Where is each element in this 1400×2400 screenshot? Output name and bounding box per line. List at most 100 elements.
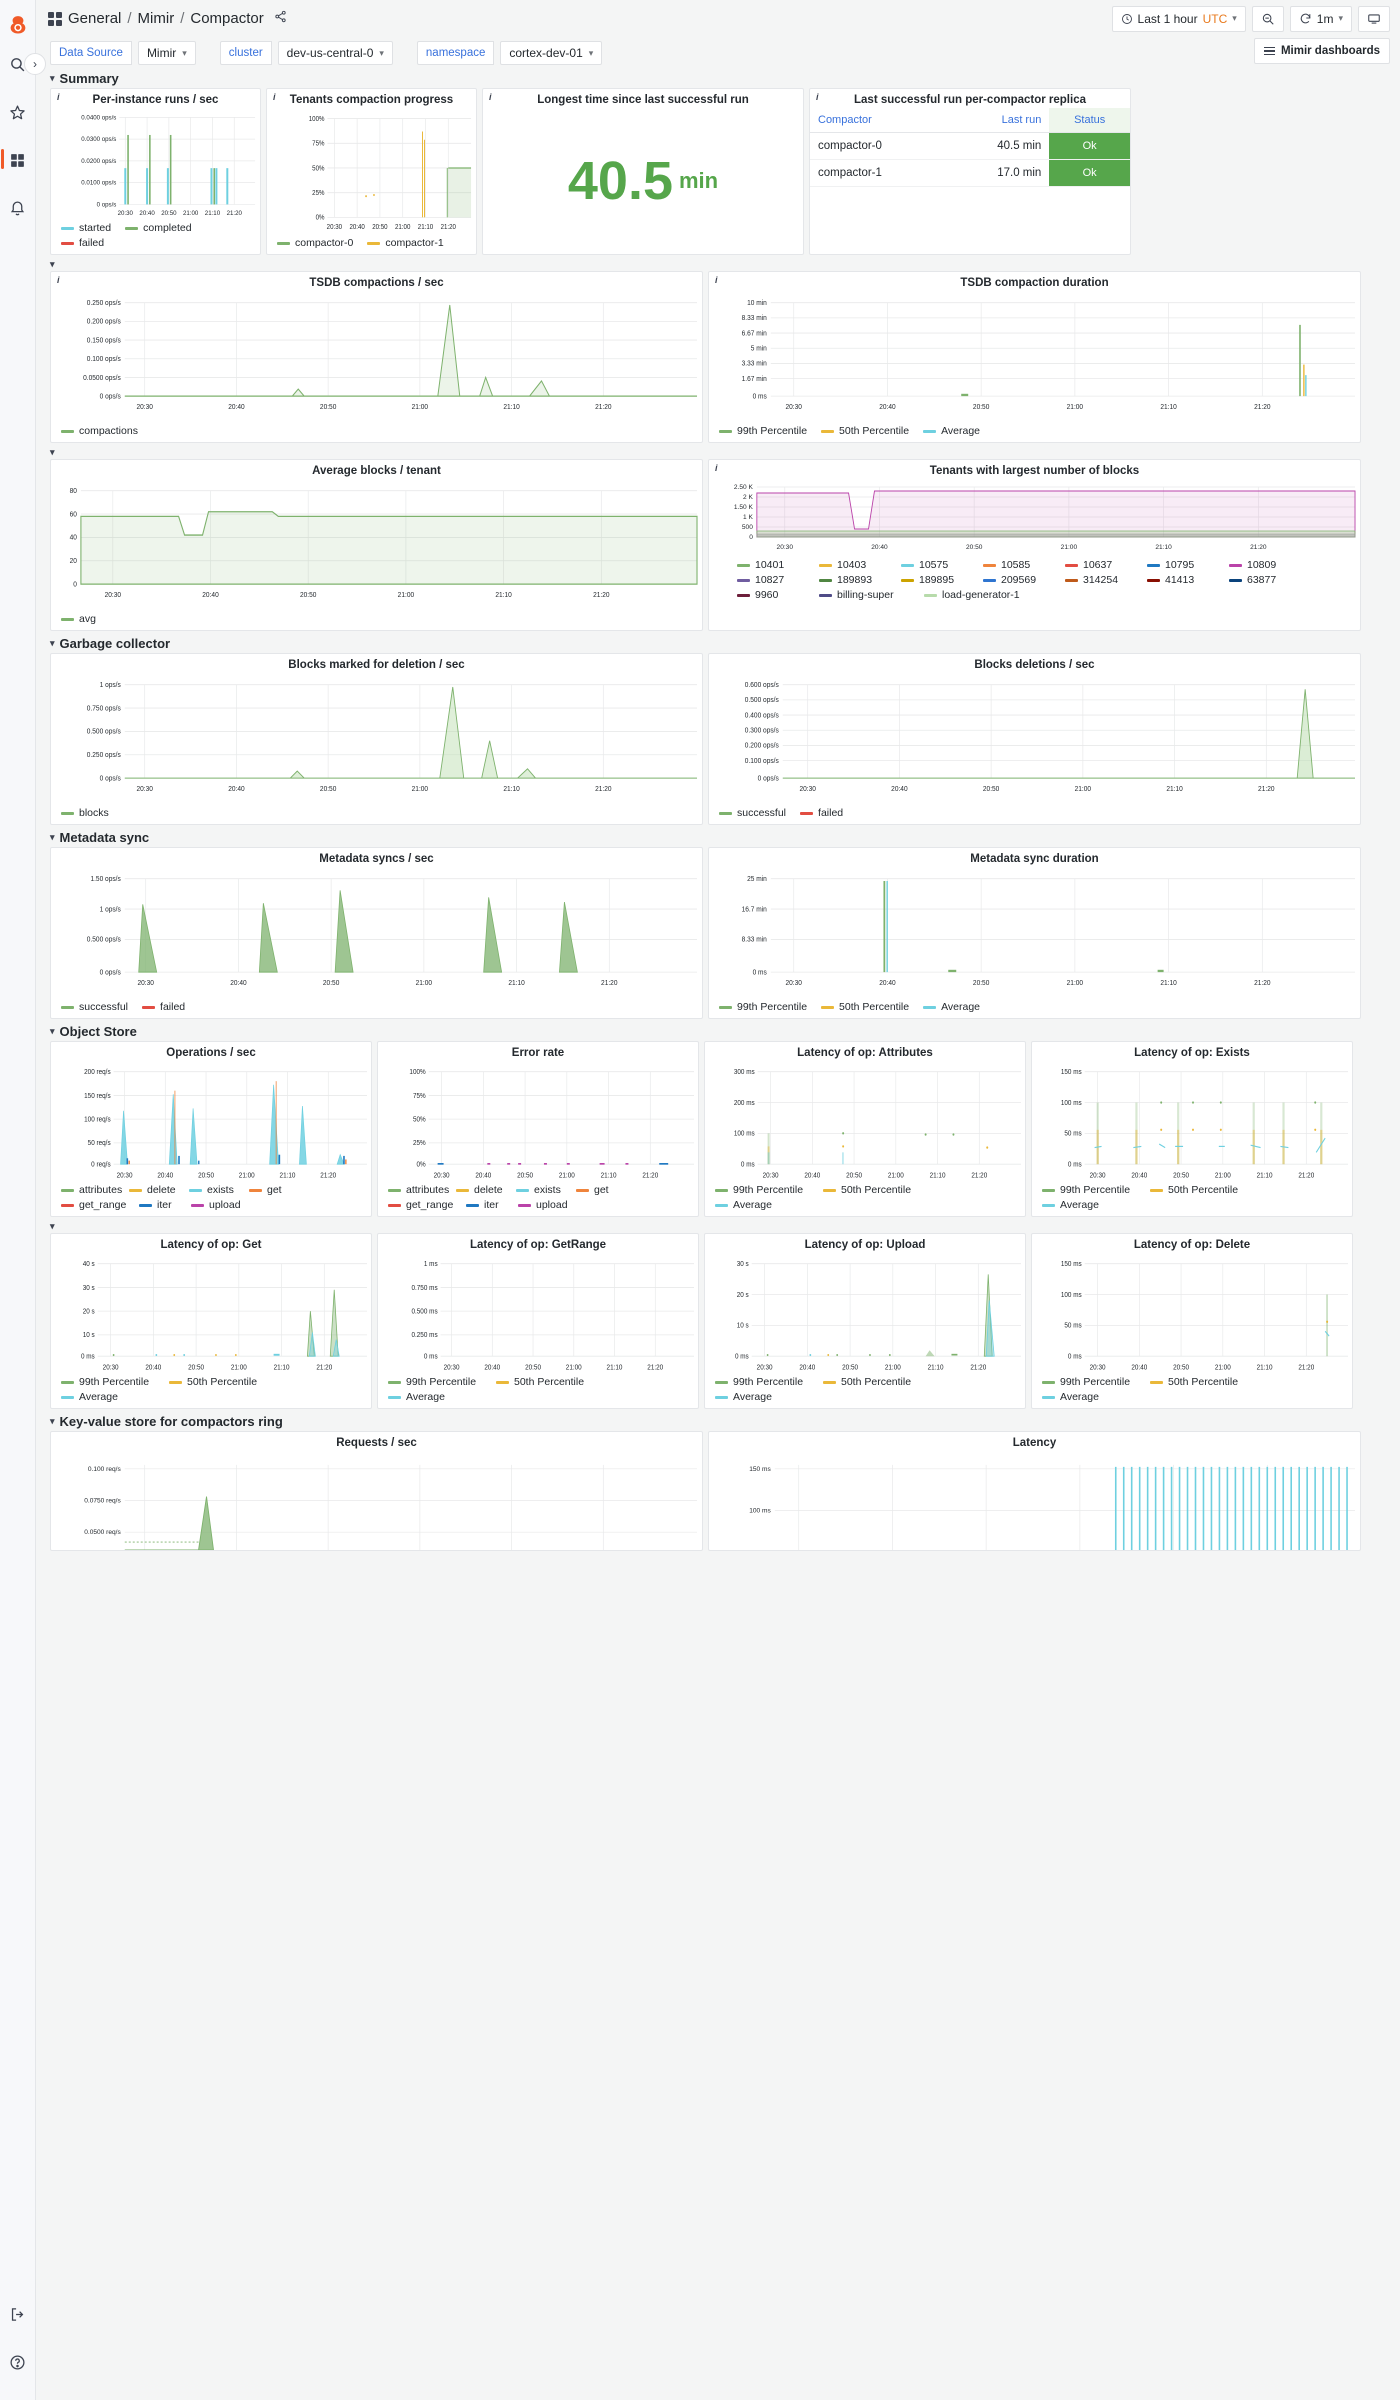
legend-item[interactable]: exists	[516, 1184, 576, 1196]
panel-last-successful-run-table[interactable]: i Last successful run per-compactor repl…	[809, 88, 1131, 255]
legend-item[interactable]: 99th Percentile	[719, 425, 807, 437]
search-icon[interactable]	[0, 40, 36, 88]
panel-latency-exists[interactable]: Latency of op: Exists 150 ms 100 ms 50 ms…	[1031, 1041, 1353, 1217]
legend-item[interactable]: compactor-0	[277, 237, 353, 249]
legend-item[interactable]: 10575	[901, 559, 983, 571]
legend-item[interactable]: 50th Percentile	[169, 1376, 277, 1388]
legend-item[interactable]: 209569	[983, 574, 1065, 586]
row-header-unnamed-2[interactable]: ▾	[36, 443, 1400, 459]
legend-item[interactable]: iter	[139, 1199, 191, 1211]
column-header-compactor[interactable]: Compactor	[810, 108, 947, 133]
legend-item[interactable]: failed	[800, 807, 843, 819]
legend-item[interactable]: Average	[1042, 1199, 1150, 1211]
legend-item[interactable]: delete	[129, 1184, 189, 1196]
panel-operations-per-sec[interactable]: Operations / sec 200 req/s 150 req/s 100 …	[50, 1041, 372, 1217]
legend-item[interactable]: 99th Percentile	[719, 1001, 807, 1013]
row-header-unnamed-1[interactable]: ▾	[36, 255, 1400, 271]
legend-item[interactable]: completed	[125, 222, 192, 234]
legend-item[interactable]: upload	[518, 1199, 578, 1211]
legend-item[interactable]: Average	[923, 1001, 980, 1013]
legend-item[interactable]: 99th Percentile	[715, 1376, 823, 1388]
row-header-metadata-sync[interactable]: ▾ Metadata sync	[36, 825, 1400, 847]
panel-kv-requests-per-sec[interactable]: Requests / sec 0.100 req/s 0.0750 req/s …	[50, 1431, 703, 1551]
legend-item[interactable]: attributes	[61, 1184, 129, 1196]
refresh-picker[interactable]: 1m ▾	[1289, 5, 1352, 32]
alerting-icon[interactable]	[0, 184, 36, 232]
legend-item[interactable]: 189895	[901, 574, 983, 586]
dashboards-icon[interactable]	[0, 136, 36, 184]
legend-item[interactable]: compactor-1	[367, 237, 444, 249]
legend-item[interactable]: failed	[61, 237, 104, 249]
zoom-out-button[interactable]	[1251, 5, 1284, 32]
panel-latency-getrange[interactable]: Latency of op: GetRange 1 ms 0.750 ms 0.5…	[377, 1233, 699, 1409]
legend-item[interactable]: 50th Percentile	[821, 425, 909, 437]
panel-error-rate[interactable]: Error rate 100% 75% 50% 25% 0%	[377, 1041, 699, 1217]
tv-mode-button[interactable]	[1358, 5, 1390, 32]
variable-picker-namespace[interactable]: cortex-dev-01 ▾	[500, 41, 603, 65]
column-header-status[interactable]: Status	[1049, 108, 1130, 133]
legend-item[interactable]: 50th Percentile	[1150, 1184, 1258, 1196]
info-icon[interactable]: i	[273, 92, 276, 102]
legend-item[interactable]: load-generator-1	[924, 589, 1044, 601]
legend-item[interactable]: 99th Percentile	[61, 1376, 169, 1388]
table-row[interactable]: compactor-0 40.5 min Ok	[810, 132, 1130, 160]
legend-item[interactable]: successful	[61, 1001, 128, 1013]
legend-item[interactable]: 10401	[737, 559, 819, 571]
legend-item[interactable]: successful	[719, 807, 786, 819]
variable-picker-datasource[interactable]: Mimir ▾	[137, 41, 196, 65]
legend-item[interactable]: get	[576, 1184, 644, 1196]
legend-item[interactable]: iter	[466, 1199, 518, 1211]
help-icon[interactable]	[0, 2338, 36, 2386]
panel-metadata-sync-duration[interactable]: Metadata sync duration 25 min 16.7 min 8.…	[708, 847, 1361, 1019]
legend-item[interactable]: 314254	[1065, 574, 1147, 586]
legend-item[interactable]: 10403	[819, 559, 901, 571]
legend-item[interactable]: upload	[191, 1199, 251, 1211]
legend-item[interactable]: 10795	[1147, 559, 1229, 571]
legend-item[interactable]: billing-super	[819, 589, 924, 601]
column-header-last-run[interactable]: Last run	[946, 108, 1050, 133]
legend-item[interactable]: Average	[388, 1391, 496, 1403]
panel-latency-upload[interactable]: Latency of op: Upload 30 s 20 s 10 s 0 ms	[704, 1233, 1026, 1409]
info-icon[interactable]: i	[715, 275, 718, 285]
info-icon[interactable]: i	[57, 275, 60, 285]
legend-item[interactable]: 99th Percentile	[1042, 1184, 1150, 1196]
info-icon[interactable]: i	[57, 92, 60, 102]
legend-item[interactable]: 10637	[1065, 559, 1147, 571]
row-header-kv-store[interactable]: ▾ Key-value store for compactors ring	[36, 1409, 1400, 1431]
panel-tenants-largest-blocks[interactable]: i Tenants with largest number of blocks …	[708, 459, 1361, 631]
legend-item[interactable]: 189893	[819, 574, 901, 586]
grafana-logo[interactable]	[5, 14, 31, 40]
row-header-object-store[interactable]: ▾ Object Store	[36, 1019, 1400, 1041]
legend-item[interactable]: get_range	[61, 1199, 139, 1211]
legend-item[interactable]: 9960	[737, 589, 819, 601]
panel-per-instance-runs[interactable]: i Per-instance runs / sec 0.0400 ops/s 0…	[50, 88, 261, 255]
info-icon[interactable]: i	[489, 92, 492, 102]
legend-item[interactable]: avg	[61, 613, 96, 625]
legend-item[interactable]: 50th Percentile	[1150, 1376, 1258, 1388]
panel-latency-get[interactable]: Latency of op: Get 40 s 30 s 20 s 10 s 0 m…	[50, 1233, 372, 1409]
breadcrumb-subfolder[interactable]: Mimir	[137, 10, 175, 27]
legend-item[interactable]: get	[249, 1184, 317, 1196]
legend-item[interactable]: 50th Percentile	[496, 1376, 604, 1388]
row-header-garbage-collector[interactable]: ▾ Garbage collector	[36, 631, 1400, 653]
legend-item[interactable]: 50th Percentile	[823, 1184, 931, 1196]
info-icon[interactable]: i	[715, 463, 718, 473]
nav-expand-toggle[interactable]: ›	[24, 53, 46, 75]
legend-item[interactable]: 99th Percentile	[715, 1184, 823, 1196]
time-range-picker[interactable]: Last 1 hour UTC ▾	[1111, 5, 1246, 32]
legend-item[interactable]: Average	[1042, 1391, 1150, 1403]
panel-longest-time-since-last-run[interactable]: i Longest time since last successful run…	[482, 88, 804, 255]
legend-item[interactable]: blocks	[61, 807, 109, 819]
legend-item[interactable]: attributes	[388, 1184, 456, 1196]
legend-item[interactable]: 10809	[1229, 559, 1311, 571]
panel-latency-delete[interactable]: Latency of op: Delete 150 ms 100 ms 50 ms…	[1031, 1233, 1353, 1409]
legend-item[interactable]: compactions	[61, 425, 138, 437]
legend-item[interactable]: get_range	[388, 1199, 466, 1211]
legend-item[interactable]: 10585	[983, 559, 1065, 571]
panel-tsdb-compaction-duration[interactable]: i TSDB compaction duration 10 min 8.33 mi…	[708, 271, 1361, 443]
variable-picker-cluster[interactable]: dev-us-central-0 ▾	[277, 41, 393, 65]
legend-item[interactable]: started	[61, 222, 111, 234]
legend-item[interactable]: Average	[923, 425, 980, 437]
panel-blocks-deletions[interactable]: Blocks deletions / sec 0.600 ops/s 0.500 …	[708, 653, 1361, 825]
share-icon[interactable]	[274, 10, 287, 27]
